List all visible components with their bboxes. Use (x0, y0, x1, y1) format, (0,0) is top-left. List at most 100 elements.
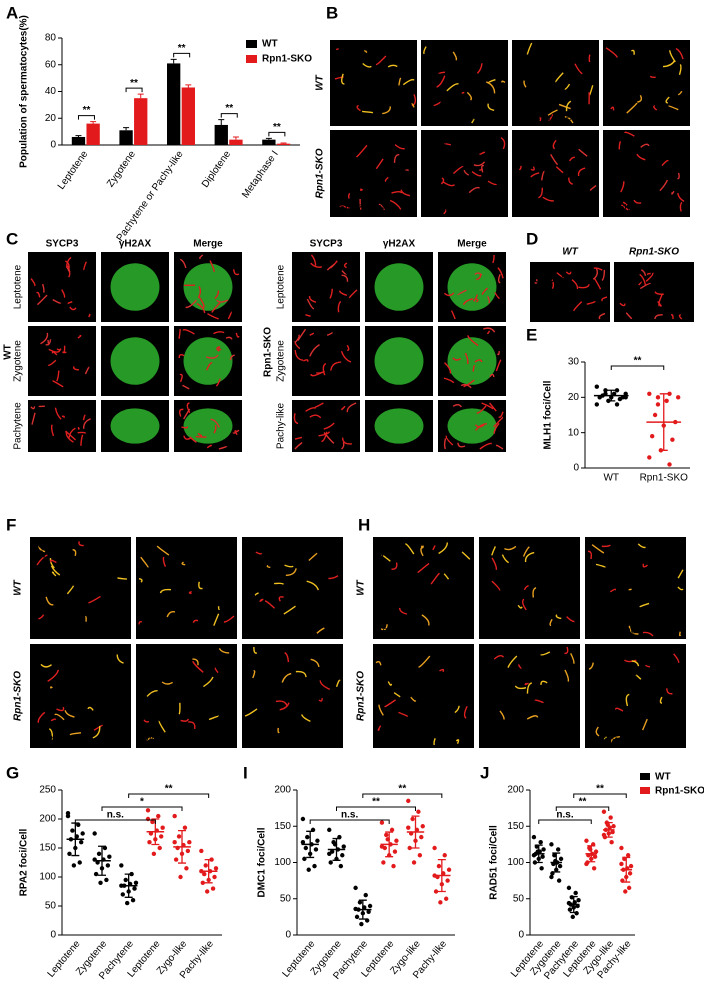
chromosome (180, 718, 189, 722)
data-point (147, 840, 152, 845)
chromosome (378, 704, 384, 716)
chromosome (521, 598, 527, 611)
chromosome (443, 377, 455, 384)
sd-bar (659, 393, 668, 451)
chromosome (620, 204, 630, 211)
error-bar (75, 135, 82, 137)
significance-label: ** (398, 784, 406, 795)
data-point (391, 863, 396, 869)
chromosome (30, 406, 36, 410)
data-point (406, 798, 411, 804)
chromosome (40, 332, 49, 345)
data-point (384, 832, 389, 838)
chromosome (305, 407, 317, 412)
chromosome (339, 205, 351, 210)
chromosome (452, 51, 458, 61)
chromosome (188, 721, 196, 730)
data-point (601, 809, 607, 814)
data-point (625, 853, 631, 858)
data-point (200, 880, 205, 885)
sd-bar (204, 858, 213, 884)
data-point (601, 832, 607, 838)
data-point (327, 827, 332, 833)
chromosome (297, 328, 307, 341)
x-tick-label: Rpn1-SKO (640, 473, 689, 484)
chromosome (659, 179, 669, 192)
chromosome (601, 544, 611, 548)
chromosome (252, 670, 256, 679)
chromosome (360, 188, 364, 191)
chromosome (678, 64, 682, 76)
chromosome (517, 604, 523, 609)
chromosome (321, 431, 328, 443)
chromosome (294, 442, 303, 450)
data-point (410, 816, 415, 822)
data-point (667, 391, 672, 396)
chromosome (52, 380, 64, 388)
signal (374, 337, 424, 385)
data-point (540, 854, 545, 859)
bar (214, 124, 228, 145)
chromosome (391, 190, 403, 194)
error-bar (232, 136, 239, 140)
significance-bracket (74, 819, 156, 824)
caption: Pachytene (246, 626, 294, 637)
data-point (647, 391, 652, 396)
chromosome (474, 272, 483, 276)
data-point (327, 851, 332, 856)
chromosome (588, 662, 594, 670)
chromosome (464, 352, 469, 364)
chromosome (473, 161, 486, 167)
chromosome (636, 153, 646, 161)
chromosome (179, 373, 183, 383)
data-point (133, 880, 139, 885)
chromosome (159, 588, 172, 594)
chromosome (318, 697, 323, 702)
panel-letter: A (6, 3, 18, 22)
chromosome (423, 46, 427, 55)
chromosome (532, 587, 537, 598)
chromosome (455, 739, 460, 744)
chromosome (78, 541, 84, 547)
sd-bar (607, 389, 616, 402)
chromosome (670, 314, 674, 320)
y-tick-label: 200 (274, 785, 291, 796)
micrograph (479, 644, 580, 748)
y-tick-label: 0 (50, 930, 56, 941)
chromosome (279, 702, 290, 711)
sd-bar (587, 845, 596, 863)
chromosome (641, 718, 648, 731)
chromosome (56, 706, 65, 712)
data-point (609, 840, 614, 845)
chromosome (181, 561, 186, 566)
data-point (328, 860, 333, 865)
stage-label: Pachytene (13, 402, 24, 450)
significance-label: ** (83, 105, 91, 116)
bar (167, 63, 181, 145)
data-point (96, 851, 102, 856)
stage-label: Zygotene (13, 340, 24, 382)
micrograph (512, 40, 599, 126)
chromosome (439, 668, 445, 673)
chromosome (161, 681, 174, 685)
chromosome (68, 427, 76, 439)
signal (183, 263, 233, 311)
chromosome (487, 180, 497, 186)
data-point (436, 863, 442, 869)
significance-label: ** (273, 122, 281, 133)
chromosome (610, 106, 615, 111)
legend-label: Rpn1-SKO (655, 786, 704, 797)
chromosome (216, 299, 229, 303)
chromosome (281, 672, 292, 683)
chromosome (453, 165, 464, 175)
chromosome (218, 445, 228, 450)
chromosome (156, 545, 170, 556)
chromosome (77, 431, 87, 434)
chromosome (677, 569, 684, 579)
data-point (77, 860, 82, 865)
chromosome (340, 350, 352, 363)
data-point (442, 853, 447, 858)
chromosome (50, 718, 57, 722)
data-point (205, 889, 210, 894)
chromosome (72, 549, 77, 557)
